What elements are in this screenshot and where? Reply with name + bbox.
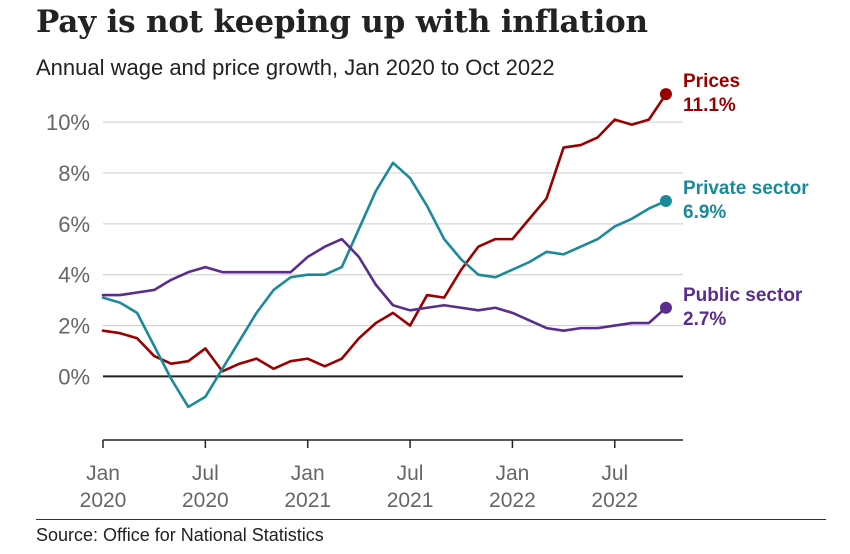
chart-title: Pay is not keeping up with inflation xyxy=(36,4,648,40)
x-tick-label-year: 2021 xyxy=(387,489,434,512)
series-line-prices xyxy=(101,92,668,373)
x-tick-label-month: Jan xyxy=(86,462,120,485)
x-tick-label-year: 2022 xyxy=(489,489,536,512)
y-tick-label: 4% xyxy=(58,263,90,288)
x-tick-label-year: 2020 xyxy=(80,489,127,512)
x-tick-label-month: Jul xyxy=(601,462,628,485)
y-tick-label: 10% xyxy=(46,110,90,135)
x-tick-label-month: Jan xyxy=(495,462,529,485)
series-label-private-sector: Private sector xyxy=(683,178,809,199)
y-tick-label: 2% xyxy=(58,314,90,339)
series-value-private-sector: 6.9% xyxy=(683,202,726,223)
series-line-private-sector xyxy=(101,161,668,409)
series-label-prices: Prices xyxy=(683,71,740,92)
x-tick-label-month: Jul xyxy=(192,462,219,485)
x-tick-label-month: Jan xyxy=(291,462,325,485)
series-value-public-sector: 2.7% xyxy=(683,309,726,330)
series-end-marker-prices xyxy=(659,88,672,101)
series-end-marker-private-sector xyxy=(659,194,672,207)
x-tick-label-year: 2022 xyxy=(591,489,638,512)
x-tick-label-year: 2021 xyxy=(284,489,331,512)
source-divider xyxy=(36,519,826,520)
series-label-public-sector: Public sector xyxy=(683,285,803,306)
series-line-public-sector xyxy=(101,237,668,332)
series-end-marker-public-sector xyxy=(659,301,672,314)
y-tick-label: 0% xyxy=(58,364,90,389)
source-note: Source: Office for National Statistics xyxy=(36,525,324,545)
y-tick-label: 8% xyxy=(58,161,90,186)
chart-subtitle: Annual wage and price growth, Jan 2020 t… xyxy=(36,55,555,80)
series-value-prices: 11.1% xyxy=(683,95,736,116)
y-tick-label: 6% xyxy=(58,212,90,237)
x-tick-label-year: 2020 xyxy=(182,489,229,512)
x-tick-label-month: Jul xyxy=(397,462,424,485)
